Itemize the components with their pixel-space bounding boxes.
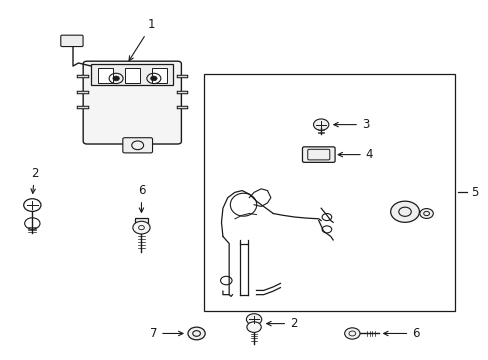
Text: 7: 7 (149, 327, 183, 340)
Circle shape (246, 322, 261, 332)
Text: 4: 4 (337, 148, 372, 161)
Circle shape (133, 221, 150, 234)
Circle shape (419, 208, 432, 219)
Circle shape (313, 119, 328, 130)
Text: 6: 6 (383, 327, 419, 340)
FancyBboxPatch shape (83, 61, 181, 144)
Bar (151, 68, 166, 82)
Bar (124, 68, 140, 82)
Circle shape (344, 328, 359, 339)
Text: 2: 2 (31, 167, 39, 193)
FancyBboxPatch shape (61, 35, 83, 46)
Text: 6: 6 (138, 184, 145, 212)
Text: 3: 3 (333, 118, 368, 131)
Bar (203, 74, 454, 311)
Text: 1: 1 (129, 18, 155, 60)
Circle shape (150, 76, 157, 81)
Circle shape (187, 327, 205, 340)
Bar (98, 68, 113, 82)
Circle shape (113, 76, 119, 81)
Bar (91, 64, 173, 85)
FancyBboxPatch shape (122, 138, 152, 153)
Text: 5: 5 (470, 186, 477, 199)
Text: 2: 2 (266, 317, 297, 330)
Bar (135, 218, 148, 224)
Circle shape (390, 201, 419, 222)
FancyBboxPatch shape (302, 147, 334, 162)
Circle shape (246, 314, 261, 325)
